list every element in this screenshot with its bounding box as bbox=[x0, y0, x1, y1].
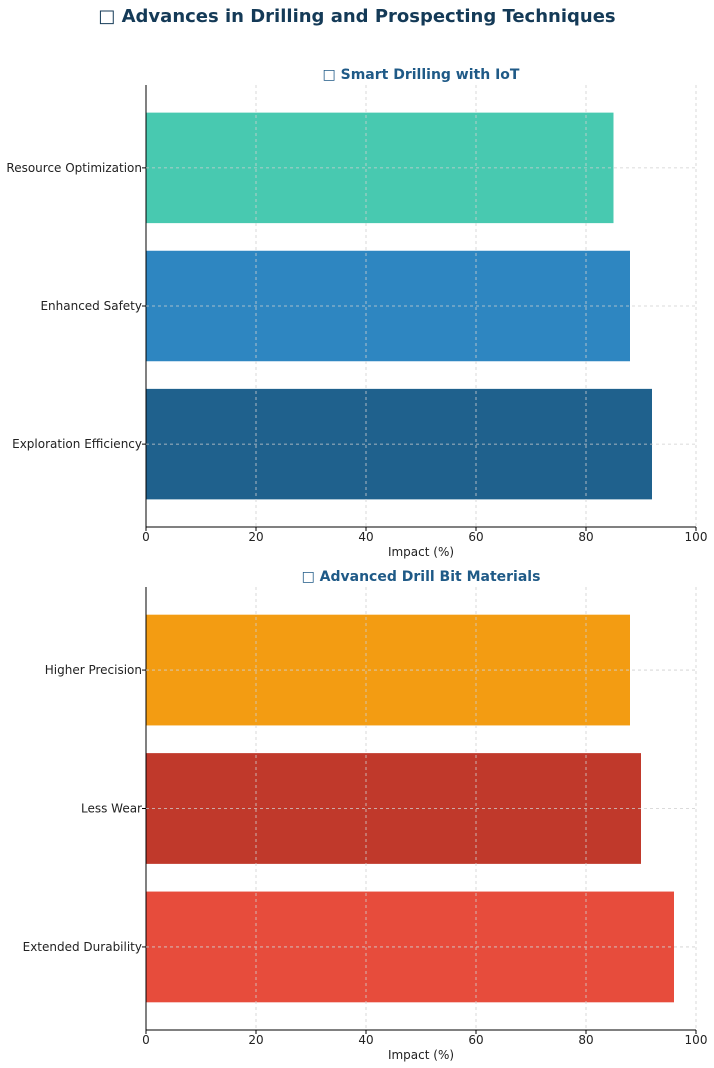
x-tick-label-20: 20 bbox=[248, 530, 263, 544]
x-tick-label-20: 20 bbox=[248, 1033, 263, 1047]
y-tick-label-enhanced-safety: Enhanced Safety bbox=[40, 299, 142, 313]
x-tick-label-40: 40 bbox=[358, 530, 373, 544]
x-tick-label-60: 60 bbox=[468, 530, 483, 544]
x-tick-label-100: 100 bbox=[685, 1033, 708, 1047]
x-tick-label-80: 80 bbox=[578, 530, 593, 544]
x-tick-label-0: 0 bbox=[142, 530, 150, 544]
chart-title-smart-drilling: □ Smart Drilling with IoT bbox=[323, 67, 520, 83]
x-tick-label-0: 0 bbox=[142, 1033, 150, 1047]
x-axis-label: Impact (%) bbox=[388, 545, 454, 559]
gridlines bbox=[146, 587, 697, 1030]
x-tick-label-60: 60 bbox=[468, 1033, 483, 1047]
y-tick-label-less-wear: Less Wear bbox=[81, 802, 142, 816]
y-tick-label-resource-optimization: Resource Optimization bbox=[6, 161, 142, 175]
x-tick-labels: 0 20 40 60 80 100 bbox=[142, 527, 707, 544]
y-tick-labels: Resource Optimization Enhanced Safety Expl… bbox=[6, 161, 146, 451]
y-tick-labels: Higher Precision Less Wear Extended Durabi… bbox=[23, 663, 146, 954]
y-tick-label-extended-durability: Extended Durability bbox=[23, 940, 142, 954]
bar-resource-optimization bbox=[146, 112, 614, 224]
chart-smart-drilling: □ Smart Drilling with IoT Resource Optim… bbox=[6, 67, 707, 559]
x-axis-label: Impact (%) bbox=[388, 1048, 454, 1062]
x-tick-label-80: 80 bbox=[578, 1033, 593, 1047]
gridlines bbox=[146, 85, 697, 527]
bars bbox=[146, 614, 674, 1003]
x-tick-label-100: 100 bbox=[685, 530, 708, 544]
x-tick-label-40: 40 bbox=[358, 1033, 373, 1047]
figure-title: □ Advances in Drilling and Prospecting T… bbox=[98, 6, 615, 27]
chart-drill-bit-materials: □ Advanced Drill Bit Materials Higher Pr… bbox=[23, 569, 708, 1062]
y-tick-label-higher-precision: Higher Precision bbox=[45, 663, 142, 677]
y-tick-label-exploration-efficiency: Exploration Efficiency bbox=[12, 437, 142, 451]
x-tick-labels: 0 20 40 60 80 100 bbox=[142, 1030, 707, 1047]
chart-title-drill-bit-materials: □ Advanced Drill Bit Materials bbox=[302, 569, 541, 585]
